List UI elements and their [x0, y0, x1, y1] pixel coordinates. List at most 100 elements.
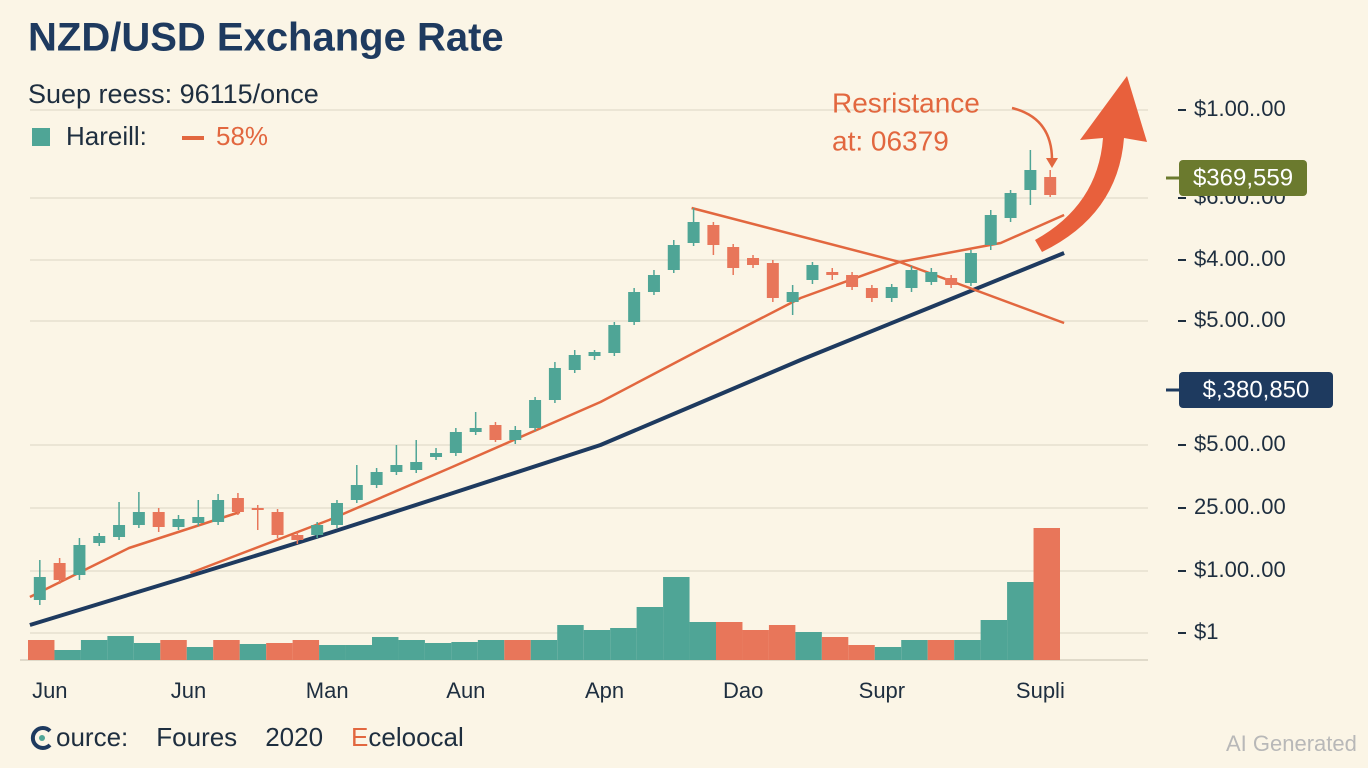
- source-icon: [30, 725, 52, 750]
- legend-swatch: [32, 128, 50, 146]
- badge-label: $,380,850: [1203, 376, 1310, 403]
- volume-bar: [795, 632, 822, 660]
- subtitle: Suep reess: 96115/once: [28, 79, 319, 109]
- volume-bar: [186, 647, 214, 660]
- candle-body: [509, 430, 522, 440]
- annotation-arrowhead: [1046, 158, 1058, 168]
- candle-body: [727, 247, 740, 268]
- volume-bar: [372, 637, 399, 660]
- x-tick-label: Jun: [32, 678, 67, 703]
- source-text: Eceloocal: [351, 722, 464, 752]
- annotation: Resristance: [832, 87, 980, 118]
- volume-bar: [107, 636, 134, 660]
- volume-bar: [848, 645, 875, 660]
- line: [29, 510, 241, 599]
- candle-body: [548, 368, 561, 400]
- candle-body: [667, 245, 680, 270]
- y-tick-label: $1.00..00: [1194, 96, 1286, 121]
- candle-body: [410, 462, 423, 470]
- badge: [1179, 160, 1307, 196]
- trend-arrow: [1035, 76, 1147, 252]
- volume-bar: [821, 637, 849, 660]
- candle-body: [1044, 177, 1057, 195]
- legend-label: 58%: [216, 121, 268, 151]
- volume-bar: [398, 640, 425, 660]
- chart-title: NZD/USD Exchange Rate: [28, 16, 504, 60]
- volume-bar: [319, 645, 346, 660]
- x-tick-label: Supli: [1016, 678, 1065, 703]
- candle-body: [964, 253, 977, 283]
- volume-bar: [636, 607, 664, 660]
- y-tick-label: $5.00..00: [1194, 307, 1286, 332]
- volume-bar: [477, 640, 505, 660]
- candle-body: [152, 512, 165, 527]
- candle-body: [172, 519, 185, 527]
- candle-body: [945, 278, 958, 285]
- volume-bar: [504, 640, 531, 660]
- candle-body: [212, 500, 225, 522]
- volume-bar: [768, 625, 796, 660]
- candle-body: [925, 272, 938, 282]
- line: [29, 251, 1065, 627]
- source-text: Foures: [156, 722, 238, 752]
- candle-body: [73, 545, 86, 575]
- candle-body: [885, 287, 898, 298]
- candle-body: [291, 535, 304, 540]
- volume-bar: [266, 643, 293, 660]
- candle-body: [53, 563, 66, 580]
- candle-body: [1024, 170, 1037, 190]
- volume-bar: [689, 622, 716, 660]
- volume-bar: [557, 625, 584, 660]
- candle-body: [350, 485, 363, 500]
- volume-bar: [451, 642, 478, 660]
- volume-bar: [1007, 582, 1034, 660]
- badge-label: $369,559: [1193, 164, 1293, 191]
- source-line: ource: Foures 2020 Eceloocal: [28, 722, 464, 753]
- x-tick-label: Aun: [446, 678, 485, 703]
- candle-body: [647, 275, 660, 292]
- volume-bar: [160, 640, 187, 660]
- badge: [1179, 372, 1333, 408]
- candle-body: [370, 472, 383, 485]
- y-tick-label: $4.00..00: [1194, 246, 1286, 271]
- candle-body: [93, 536, 106, 543]
- candle-body: [251, 508, 264, 510]
- candle-body: [449, 432, 462, 453]
- volume-bar: [874, 647, 902, 660]
- line: [691, 206, 1065, 325]
- candle-body: [766, 263, 779, 298]
- volume-bar: [80, 640, 108, 660]
- volume-bar: [742, 630, 769, 660]
- candle-body: [984, 215, 997, 245]
- volume-bar: [345, 645, 372, 660]
- candle-body: [271, 512, 284, 535]
- volume-bar: [610, 628, 637, 660]
- source-text: ource:: [56, 722, 129, 752]
- source-text: 2020: [265, 722, 324, 752]
- volume-bar: [133, 643, 161, 660]
- candle-body: [330, 503, 343, 525]
- volume-bar: [663, 577, 690, 660]
- volume-bar: [716, 622, 743, 660]
- line: [189, 213, 1065, 575]
- volume-bar: [424, 643, 452, 660]
- volume-bar: [927, 640, 955, 660]
- y-tick-label: 25.00..00: [1194, 494, 1286, 519]
- candle-body: [469, 428, 482, 432]
- candle-body: [786, 292, 799, 302]
- x-tick-label: Dao: [723, 678, 763, 703]
- volume-bar: [901, 640, 928, 660]
- candle-body: [608, 325, 621, 353]
- x-tick-label: Apn: [585, 678, 624, 703]
- candle-body: [390, 465, 403, 472]
- x-tick-label: Jun: [171, 678, 206, 703]
- candle-body: [905, 270, 918, 288]
- candle-body: [865, 288, 878, 298]
- legend-label: Hareill:: [66, 121, 147, 151]
- y-tick-label: $1: [1194, 619, 1218, 644]
- volume-bar: [980, 620, 1008, 660]
- candle-body: [430, 453, 443, 457]
- y-tick-label: $1.00..00: [1194, 557, 1286, 582]
